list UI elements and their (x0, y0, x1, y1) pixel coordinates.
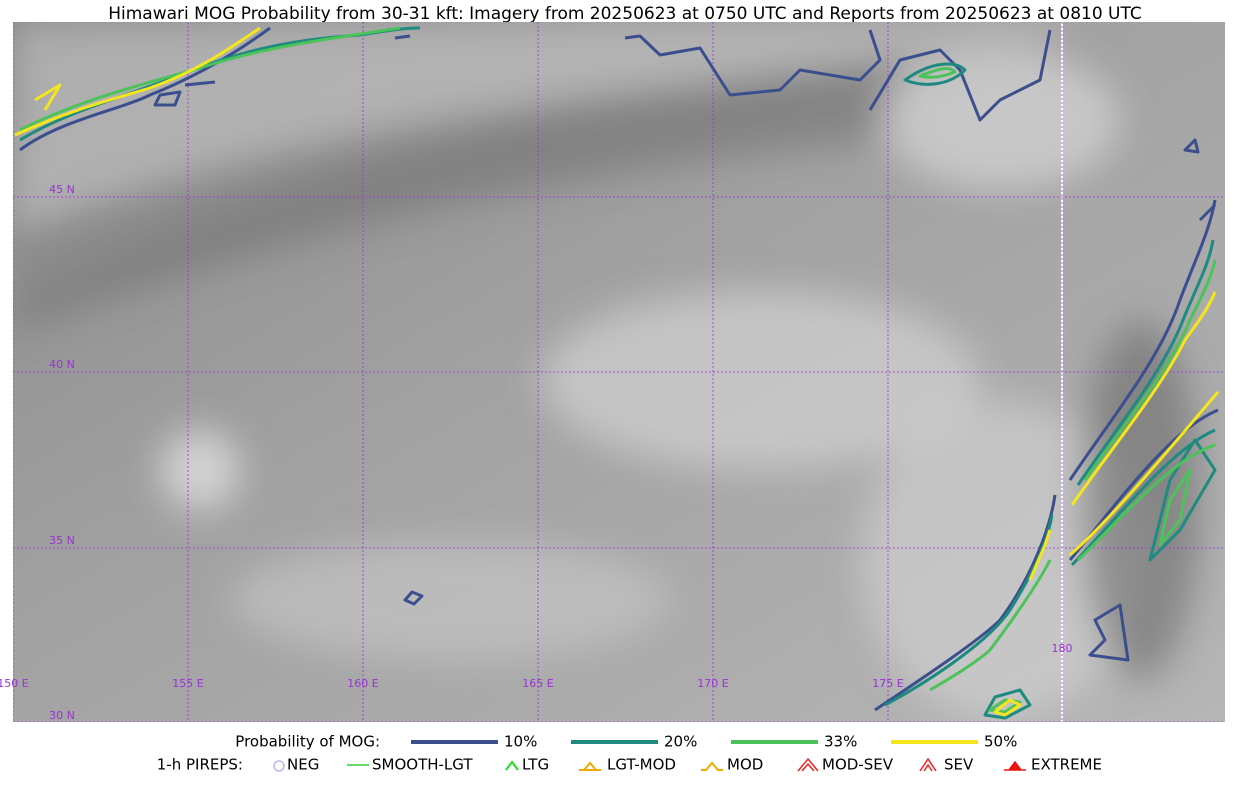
lon-label: 170 E (697, 677, 728, 690)
contour (19, 26, 1217, 714)
lon-label: 150 E (0, 677, 29, 690)
legend-entry: 10% (504, 733, 537, 751)
contour (19, 26, 1217, 720)
pirep-icon (701, 761, 723, 771)
pirep-icon (505, 760, 519, 771)
legend-entry: MOD (727, 756, 763, 774)
legend-entry: 20% (664, 733, 697, 751)
lon-label: 180 (1052, 642, 1073, 655)
legend-entry: LGT-MOD (607, 756, 676, 774)
lat-label: 45 N (49, 183, 75, 196)
pirep-icon (1004, 760, 1026, 771)
pirep-icon (797, 757, 819, 772)
map (13, 22, 1225, 722)
title: Himawari MOG Probability from 30-31 kft:… (108, 4, 1142, 24)
legend-label: 1-h PIREPS: (157, 756, 243, 774)
pirep-icon (579, 761, 601, 771)
contours (14, 26, 1220, 720)
lon-label: 175 E (872, 677, 903, 690)
lon-label: 160 E (347, 677, 378, 690)
lon-label: 165 E (522, 677, 553, 690)
lat-label: 30 N (49, 709, 75, 722)
legend-label: Probability of MOG: (235, 733, 380, 751)
contour (19, 26, 1219, 712)
contour (14, 26, 1220, 717)
legend: Probability of MOG: 10% 20% 33% 50% 1-h PIREP… (157, 733, 1102, 774)
legend-entry: NEG (287, 756, 319, 774)
legend-entry: 33% (824, 733, 857, 751)
graticule (13, 22, 1225, 722)
lon-labels: 150 E 155 E 160 E 165 E 170 E 175 E 180 (0, 642, 1073, 690)
pirep-icon (919, 757, 937, 772)
pirep-icon (273, 760, 285, 772)
legend-entry: EXTREME (1031, 756, 1102, 774)
legend-entry: MOD-SEV (822, 756, 894, 774)
legend-entry: 50% (984, 733, 1017, 751)
legend-entry: LTG (522, 756, 549, 774)
lon-label: 155 E (172, 677, 203, 690)
clouds (13, 22, 1200, 720)
legend-entry: SEV (944, 756, 974, 774)
lat-labels: 45 N 40 N 35 N 30 N (49, 183, 75, 722)
legend-entry: SMOOTH-LGT (372, 756, 473, 774)
lat-label: 40 N (49, 358, 75, 371)
lat-label: 35 N (49, 534, 75, 547)
